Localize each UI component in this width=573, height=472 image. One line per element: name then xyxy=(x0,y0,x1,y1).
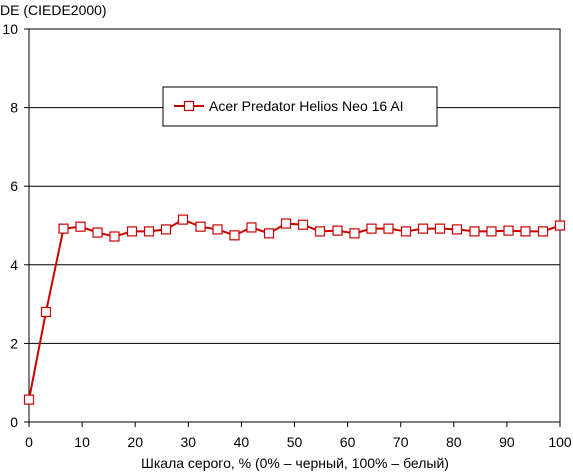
data-point xyxy=(486,226,497,237)
data-point xyxy=(160,224,172,235)
data-point xyxy=(58,223,69,234)
legend: Acer Predator Helios Neo 16 AI xyxy=(162,86,438,127)
data-point xyxy=(366,223,377,234)
data-point xyxy=(503,225,514,236)
data-point xyxy=(109,231,120,242)
data-point xyxy=(554,220,566,231)
data-point xyxy=(434,223,446,234)
x-tick-label: 60 xyxy=(340,434,356,450)
x-axis-label: Шкала серого, % (0% – черный, 100% – бел… xyxy=(141,455,449,471)
legend-box xyxy=(162,86,438,127)
legend-marker xyxy=(183,100,195,112)
data-point xyxy=(400,226,412,237)
series-line xyxy=(28,218,561,400)
x-tick-label: 50 xyxy=(287,434,303,450)
data-point xyxy=(297,219,309,230)
legend-label: Acer Predator Helios Neo 16 AI xyxy=(209,98,404,114)
data-point xyxy=(280,218,292,229)
x-tick-label: 40 xyxy=(234,434,250,450)
x-tick-label: 30 xyxy=(181,434,197,450)
data-point xyxy=(263,228,275,239)
data-point xyxy=(246,222,257,233)
data-point xyxy=(143,226,155,237)
x-tick-label: 80 xyxy=(446,434,462,450)
data-point xyxy=(75,221,86,232)
x-tick-label: 10 xyxy=(74,434,90,450)
data-point xyxy=(469,226,480,237)
x-tick-label: 100 xyxy=(548,434,572,450)
y-tick-label: 6 xyxy=(10,178,18,194)
y-tick-label: 2 xyxy=(10,335,18,351)
x-tick-label: 70 xyxy=(393,434,409,450)
data-point xyxy=(537,226,549,237)
data-point xyxy=(195,221,206,232)
data-point xyxy=(451,224,463,235)
y-tick-label: 10 xyxy=(2,21,18,37)
y-tick-label: 0 xyxy=(10,414,18,430)
y-axis-label: DE (CIEDE2000) xyxy=(0,2,107,18)
data-point xyxy=(314,226,326,237)
data-point xyxy=(349,228,360,239)
data-point xyxy=(40,306,52,318)
data-point xyxy=(383,223,394,234)
gridlines xyxy=(29,107,560,344)
x-tick-label: 0 xyxy=(25,434,33,450)
data-point xyxy=(332,225,343,236)
x-tick-label: 90 xyxy=(499,434,515,450)
data-point xyxy=(177,214,189,225)
data-point xyxy=(520,226,531,237)
y-tick-label: 8 xyxy=(10,100,18,116)
data-point xyxy=(229,230,240,241)
data-point xyxy=(126,226,138,237)
x-tick-label: 20 xyxy=(127,434,143,450)
series-layer xyxy=(23,214,566,405)
data-point xyxy=(23,394,35,405)
y-tick-label: 4 xyxy=(10,257,18,273)
data-point xyxy=(417,223,429,234)
data-point xyxy=(212,224,223,235)
data-point xyxy=(92,227,103,238)
